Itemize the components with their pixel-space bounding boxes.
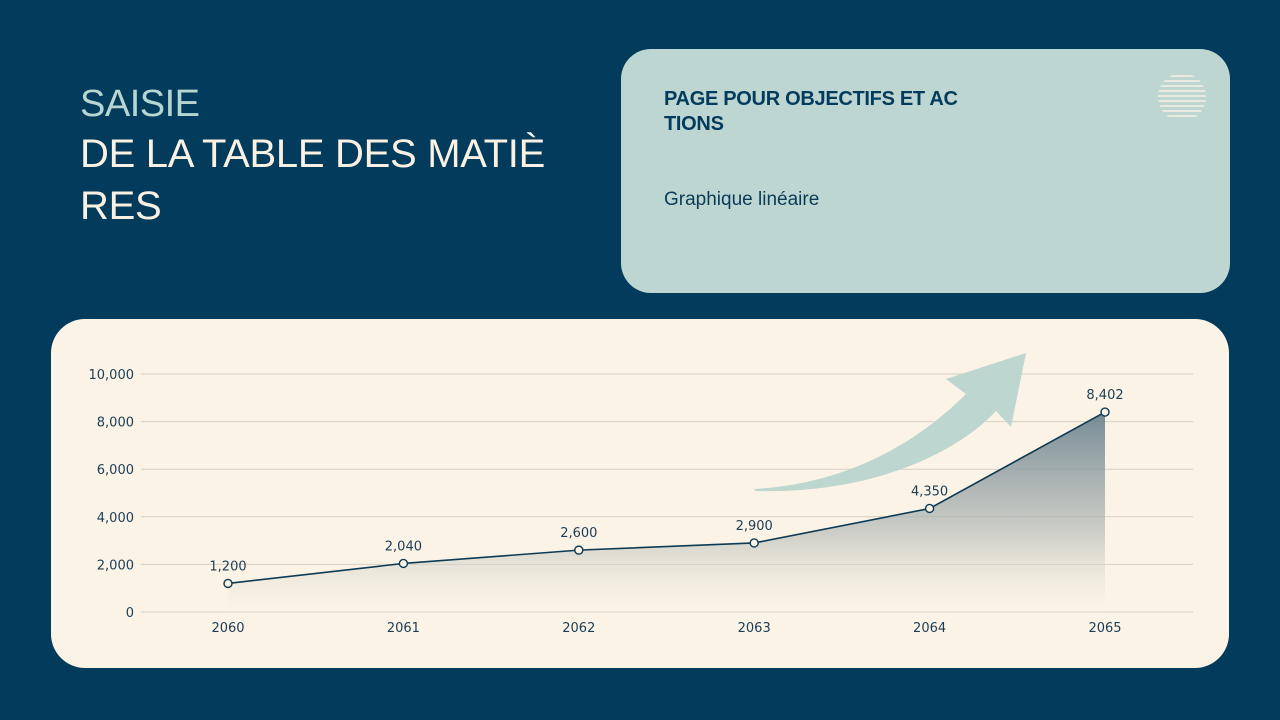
chart-card: 0 2,000 4,000 6,000 8,000 10,000 2060 2061 2062…: [51, 319, 1229, 668]
x-tick-label: 2060: [211, 621, 244, 636]
data-point: [749, 538, 759, 548]
y-axis-ticks: 0 2,000 4,000 6,000 8,000 10,000: [89, 368, 135, 621]
info-heading: PAGE POUR OBJECTIFS ET ACTIONS: [664, 88, 958, 135]
data-point: [924, 503, 935, 514]
line-chart: 0 2,000 4,000 6,000 8,000 10,000 2060 2061 2062…: [89, 353, 1193, 636]
data-points: [223, 407, 1110, 589]
title-line-1: SAISIE: [80, 83, 200, 125]
data-point: [574, 545, 584, 555]
striped-circle-icon: [1158, 75, 1206, 117]
x-tick-label: 2065: [1088, 621, 1121, 636]
y-tick-label: 4,000: [97, 511, 134, 526]
title-line-2: DE LA TABLE DES MATIÈRES: [80, 132, 545, 228]
area-fill: [228, 412, 1105, 612]
y-tick-label: 10,000: [89, 368, 135, 383]
data-point: [398, 558, 409, 569]
data-point: [223, 578, 233, 589]
data-value-label: 4,350: [911, 484, 948, 499]
y-tick-label: 2,000: [97, 558, 134, 573]
data-value-label: 2,600: [560, 526, 597, 541]
y-tick-label: 6,000: [97, 463, 134, 478]
data-point: [1100, 407, 1110, 417]
y-tick-label: 8,000: [97, 416, 134, 431]
y-tick-label: 0: [126, 606, 134, 621]
data-line: [227, 411, 1106, 585]
x-tick-label: 2064: [913, 621, 946, 636]
data-labels: 1,200 2,040 2,600 2,900 4,350 8,402: [209, 388, 1123, 574]
title-block: SAISIE DE LA TABLE DES MATIÈRES: [80, 80, 560, 232]
trend-arrow-icon: [754, 353, 1026, 492]
x-axis-ticks: 2060 2061 2062 2063 2064 2065: [211, 621, 1121, 636]
data-value-label: 2,900: [736, 519, 773, 534]
data-value-label: 8,402: [1086, 388, 1123, 403]
x-tick-label: 2063: [738, 621, 771, 636]
x-tick-label: 2061: [387, 621, 420, 636]
data-value-label: 2,040: [385, 539, 422, 554]
info-subtitle: Graphique linéaire: [664, 189, 820, 210]
x-tick-label: 2062: [562, 621, 595, 636]
info-card: PAGE POUR OBJECTIFS ET ACTIONS Graphique…: [621, 49, 1230, 293]
data-value-label: 1,200: [209, 559, 246, 574]
